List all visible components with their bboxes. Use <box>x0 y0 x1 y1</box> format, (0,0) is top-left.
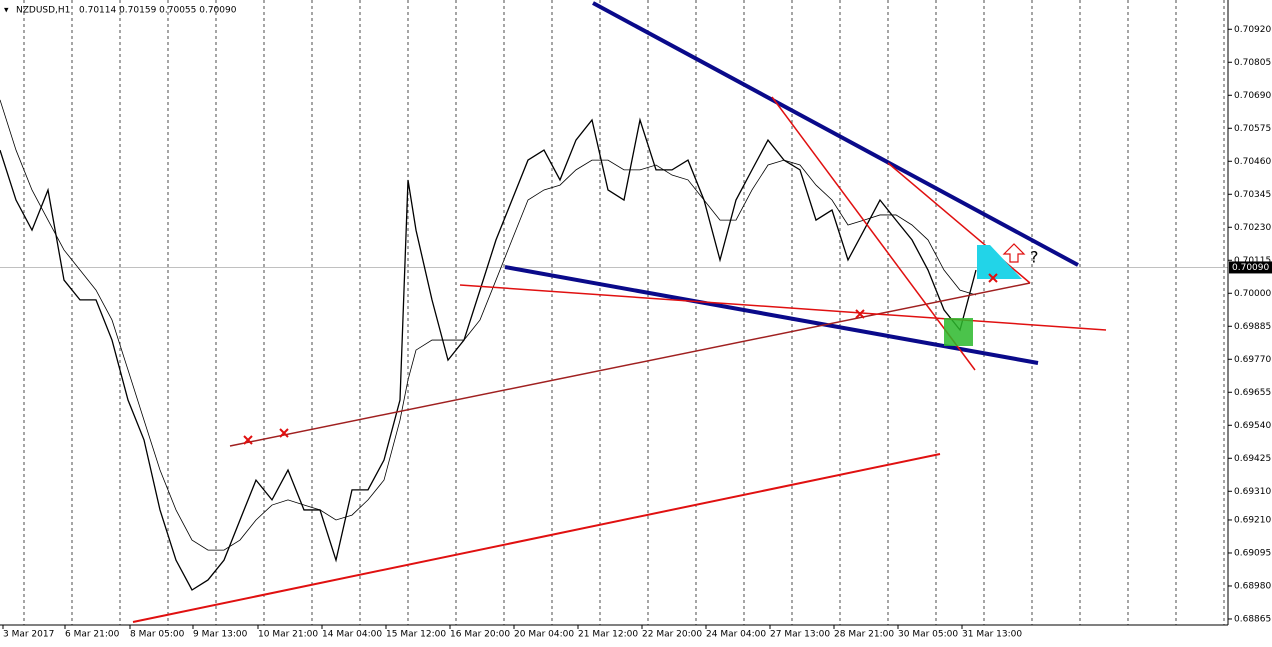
y-tick-label: 0.69210 <box>1234 515 1271 525</box>
y-tick-label: 0.70230 <box>1234 223 1271 233</box>
symbol: NZDUSD,H1 <box>16 6 70 16</box>
drawings <box>132 1 1107 623</box>
y-tick-label: 0.69310 <box>1234 487 1271 497</box>
annotation: ? <box>1030 248 1039 267</box>
axes: 0.68865 0.68980 0.69095 0.69210 0.69310 0.694… <box>2 25 1272 640</box>
x-tick-label: 28 Mar 21:00 <box>834 630 894 640</box>
y-tick-label: 0.70115 <box>1234 256 1271 266</box>
trendline <box>504 265 1039 365</box>
header-arrow: ▾ <box>4 6 9 16</box>
triangle-zone <box>977 245 1022 279</box>
x-tick-label: 9 Mar 13:00 <box>193 630 248 640</box>
y-tick-label: 0.69540 <box>1234 421 1271 431</box>
plot <box>0 99 1228 591</box>
moving-average <box>0 99 977 551</box>
x-tick-label: 27 Mar 13:00 <box>770 630 830 640</box>
y-tick-label: 0.69770 <box>1234 355 1271 365</box>
y-tick-label: 0.70000 <box>1234 289 1271 299</box>
trendline <box>229 282 1031 447</box>
box-zone <box>944 318 973 346</box>
ohlc: 0.70114 0.70159 0.70055 0.70090 <box>79 6 237 16</box>
trendline <box>771 96 976 371</box>
x-tick-label: 6 Mar 21:00 <box>65 630 120 640</box>
x-tick-label: 10 Mar 21:00 <box>258 630 318 640</box>
y-tick-label: 0.69885 <box>1234 322 1271 332</box>
x-tick-label: 15 Mar 12:00 <box>386 630 446 640</box>
y-tick-label: 0.70690 <box>1234 91 1271 101</box>
y-tick-label: 0.68865 <box>1234 614 1271 624</box>
y-tick-label: 0.69425 <box>1234 454 1271 464</box>
cross-markers <box>243 273 998 445</box>
current-price-box <box>1229 261 1272 274</box>
y-tick-label: 0.70805 <box>1234 58 1271 68</box>
y-tick-label: 0.70460 <box>1234 157 1271 167</box>
x-tick-label: 8 Mar 05:00 <box>130 630 185 640</box>
y-tick-label: 0.70920 <box>1234 25 1271 35</box>
x-tick-label: 21 Mar 12:00 <box>578 630 638 640</box>
x-tick-label: 16 Mar 20:00 <box>450 630 510 640</box>
price-line <box>0 117 977 591</box>
y-tick-label: 0.69655 <box>1234 388 1271 398</box>
arrow-up <box>1002 243 1026 263</box>
x-tick-label: 24 Mar 04:00 <box>706 630 766 640</box>
y-tick-label: 0.70575 <box>1234 124 1271 134</box>
y-tick-label: 0.69095 <box>1234 548 1271 558</box>
x-tick-label: 22 Mar 20:00 <box>642 630 702 640</box>
trendline <box>459 284 1107 331</box>
x-tick-label: 14 Mar 04:00 <box>322 630 382 640</box>
x-tick-label: 20 Mar 04:00 <box>514 630 574 640</box>
current-price-label: 0.70090 <box>1232 263 1269 273</box>
x-tick-label: 31 Mar 13:00 <box>962 630 1022 640</box>
y-tick-label: 0.68980 <box>1234 581 1271 591</box>
x-tick-label: 3 Mar 2017 <box>3 630 54 640</box>
trendline <box>592 1 1079 267</box>
trendline <box>132 453 941 623</box>
y-tick-label: 0.70345 <box>1234 190 1271 200</box>
x-tick-label: 30 Mar 05:00 <box>898 630 958 640</box>
